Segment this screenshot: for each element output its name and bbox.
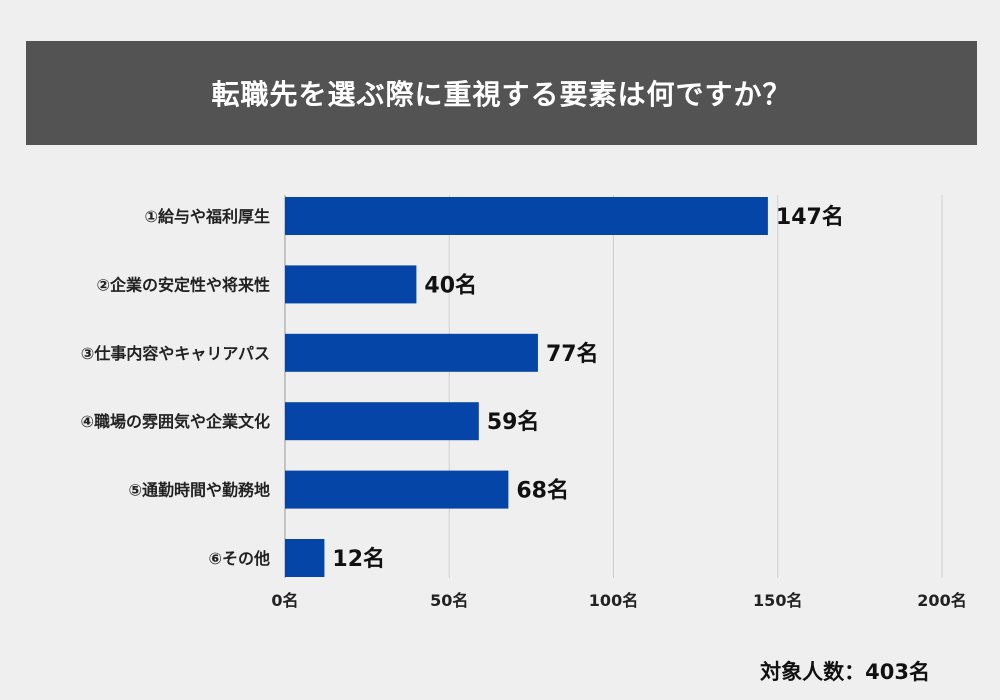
bar (285, 470, 509, 509)
x-tick-label: 0名 (271, 591, 298, 610)
chart-title: 転職先を選ぶ際に重視する要素は何ですか？ (211, 78, 792, 111)
value-label: 59名 (487, 409, 540, 435)
category-label: ⑥その他 (208, 549, 270, 568)
x-tick-label: 50名 (430, 591, 468, 610)
x-tick-label: 200名 (917, 591, 966, 610)
x-tick-label: 100名 (589, 591, 638, 610)
respondent-count: 対象人数：403名 (760, 660, 930, 684)
category-label: ①給与や福利厚生 (144, 207, 270, 226)
category-label: ④職場の雰囲気や企業文化 (80, 412, 270, 431)
value-label: 77名 (546, 341, 599, 367)
chart-title-bar: 転職先を選ぶ際に重視する要素は何ですか？ (26, 41, 977, 145)
category-label: ⑤通勤時間や勤務地 (128, 481, 270, 500)
bar (285, 402, 479, 441)
bar (285, 197, 768, 235)
value-label: 147名 (776, 204, 844, 230)
value-label: 68名 (516, 478, 569, 504)
bar (285, 333, 538, 372)
value-label: 12名 (332, 546, 385, 572)
value-label: 40名 (424, 272, 477, 298)
x-tick-label: 150名 (753, 591, 802, 610)
bar (285, 265, 417, 304)
category-label: ③仕事内容やキャリアパス (81, 344, 270, 363)
category-label: ②企業の安定性や将来性 (96, 275, 270, 294)
bar (285, 539, 325, 577)
